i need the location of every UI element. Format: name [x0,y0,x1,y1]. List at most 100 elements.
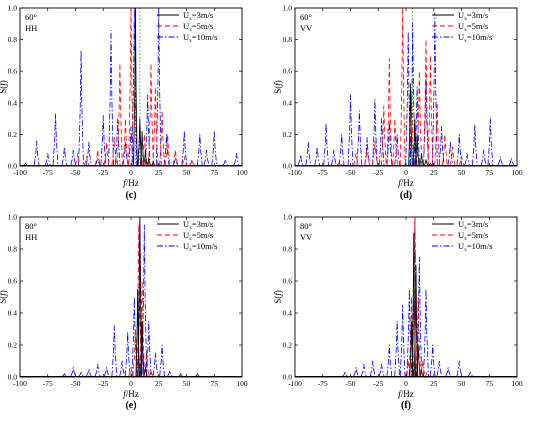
series-peak [342,371,348,377]
y-tick-label: 0.0 [283,373,293,382]
legend-subscript: x [464,27,467,33]
legend-value: =10m/s [467,32,493,42]
series-peak [137,118,143,166]
x-tick-label: 50 [458,379,466,388]
series-peak [447,141,454,166]
series-peak [33,140,40,166]
legend-subscript: x [189,225,192,231]
y-tick-label: 0.2 [283,130,293,139]
series-peak [399,304,406,377]
x-tick-label: -50 [71,168,81,177]
legend-value: =5m/s [467,21,488,31]
y-tick-label: 1.0 [8,4,18,13]
series-peak [144,94,151,166]
series-peak [181,156,188,166]
legend-entry: Ux=3m/s [458,10,488,22]
series-peak [394,320,400,377]
x-tick-label: -75 [318,168,328,177]
series-peak [86,368,92,377]
series-peak [412,217,418,377]
series-peak [128,367,134,377]
series-peak [151,160,156,166]
legend-symbol: U [183,230,189,240]
legend: Ux=3m/sUx=5m/sUx=10m/s [432,10,492,44]
series-peak [456,134,463,166]
y-axis-label: S(f) [0,80,8,94]
series-peak [111,325,118,377]
series-peak [103,141,110,166]
x-tick-label: -75 [43,168,53,177]
y-tick-label: 0.8 [283,245,293,254]
angle-polarization-label: 60° [300,12,312,22]
series-peak [94,157,101,166]
plot-area [20,217,242,377]
series-peak [314,146,321,166]
series-peak [419,360,426,377]
x-tick-label: -100 [288,379,302,388]
legend-symbol: U [458,21,464,31]
series-peak [103,367,110,377]
series-peak [85,141,92,166]
series-peak [467,371,474,377]
series-peak [456,360,463,377]
legend-value: =3m/s [192,219,213,229]
series-peak [458,156,465,166]
series-peak [411,232,416,377]
y-tick-label: 0.4 [283,309,293,318]
x-tick-label: 50 [183,379,191,388]
angle-polarization-label: 60° [25,12,37,22]
series-peak [152,86,159,166]
series-peak [114,118,121,166]
x-tick-label: -25 [373,168,383,177]
x-tick-label: -75 [43,379,53,388]
legend-entry: Ux=10m/s [458,241,492,253]
series-peak [423,159,429,166]
legend-subscript: x [189,38,192,44]
series-peak [497,156,504,166]
legend-subscript: x [464,236,467,242]
series-peak [394,134,400,166]
series-1 [20,217,242,377]
plot-frame [19,216,243,378]
x-tick-label: 25 [155,168,163,177]
x-tick-label: 0 [404,379,408,388]
legend-subscript: x [189,247,192,253]
series-peak [222,159,229,166]
series-peak [94,149,101,166]
series-peak [163,134,170,166]
series-peak [360,363,367,377]
plot-area [295,217,517,377]
legend-symbol: U [458,241,464,251]
series-peak [131,296,138,377]
series-peak [416,256,423,377]
series-peak [372,99,378,166]
series-peak [364,146,370,166]
y-tick-label: 0.6 [283,277,293,286]
series-peak [323,122,329,166]
series-peak [449,146,456,166]
series-peak [44,152,51,166]
series-peak [148,370,154,377]
series-peak [464,152,470,166]
legend-subscript: x [464,38,467,44]
x-tick-label: 75 [211,168,219,177]
series-peak [143,149,148,166]
y-tick-label: 0.4 [8,98,18,107]
series-peak [353,152,359,166]
legend-entry: Ux=5m/s [183,230,213,242]
x-axis-label: f/Hz [123,178,139,188]
series-peak [164,134,171,166]
panel-label: (e) [125,400,136,411]
chart-panel-2: -100 -75 -50 -25 0 25 50 75 100 0.0 0.2 0.4 0.6 0.8 1.… [273,4,523,202]
series-peak [128,8,134,166]
series-peak [111,137,118,166]
series-peak [78,50,84,166]
plot-area [295,8,517,166]
series-peak [508,157,515,166]
series-peak [172,157,179,166]
legend-value: =3m/s [467,219,488,229]
plot-area [20,8,242,166]
y-tick-label: 1.0 [283,213,293,222]
legend-symbol: U [183,219,189,229]
